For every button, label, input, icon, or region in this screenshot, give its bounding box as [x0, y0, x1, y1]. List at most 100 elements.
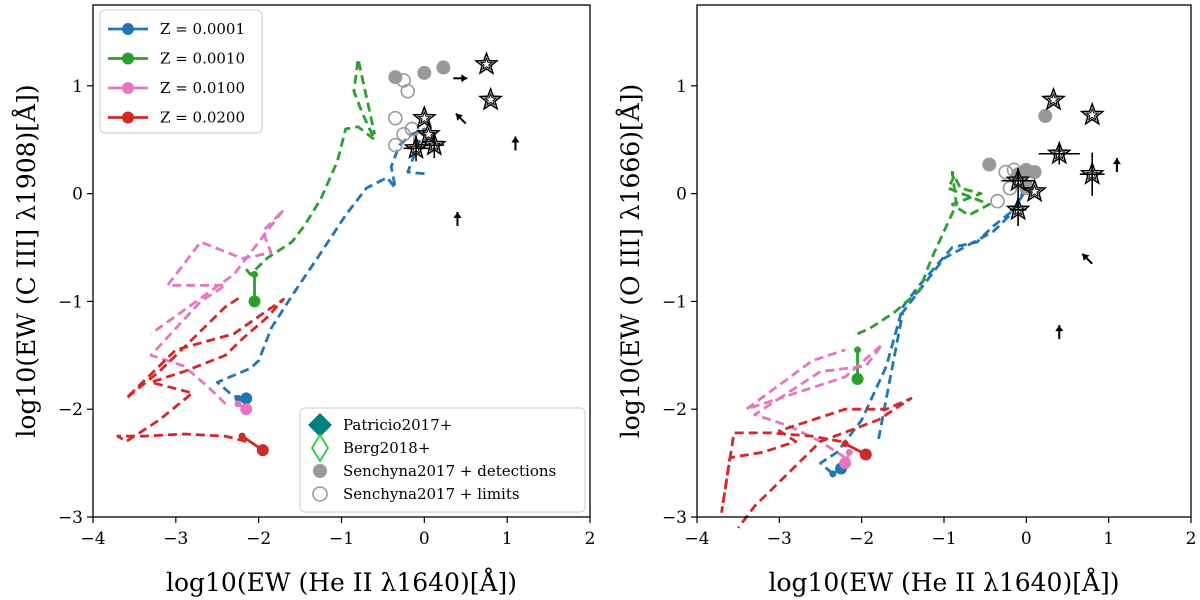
star-point-inner-5 — [1027, 184, 1042, 198]
legend-obs-label-2: Senchyna2017 + detections — [343, 462, 556, 480]
y-tick-label: 1 — [72, 77, 83, 97]
star-point-6 — [1005, 196, 1031, 221]
x-tick-label: −3 — [163, 529, 188, 549]
series-end-point-3 — [859, 448, 872, 461]
senchyna-limit-point-4 — [388, 137, 403, 153]
x-tick-label: 1 — [502, 529, 513, 549]
x-tick-label: 0 — [1021, 529, 1032, 549]
senchyna-detection-point-2 — [436, 60, 451, 75]
x-tick-label: −4 — [80, 529, 105, 549]
x-tick-label: −2 — [246, 529, 271, 549]
x-tick-label: 2 — [1186, 529, 1197, 549]
y-tick-label: −2 — [58, 400, 83, 420]
star-point-inner-1 — [483, 92, 498, 106]
y-tick-label: −2 — [662, 400, 687, 420]
limit-arrow-2 — [511, 136, 520, 151]
senchyna-limit-point-3 — [396, 127, 411, 142]
y-tick-label: 0 — [676, 185, 687, 205]
x-tick-label: 2 — [585, 529, 596, 549]
star-point-5 — [1022, 178, 1048, 203]
model-legend-box — [99, 9, 263, 134]
star-point-inner-1 — [1085, 107, 1100, 121]
star-point-inner-0 — [479, 56, 494, 71]
star-point-inner-4 — [408, 140, 424, 155]
star-point-inner-5 — [421, 126, 436, 141]
legend-marker-3 — [122, 111, 134, 124]
star-point-inner-3 — [1085, 166, 1100, 181]
star-point-5 — [415, 121, 441, 145]
limit-arrow-0 — [453, 74, 468, 83]
series-end-point-0 — [240, 392, 253, 405]
legend-obs-marker-3 — [312, 486, 328, 502]
series-line-0 — [215, 127, 429, 402]
series-line-3 — [720, 396, 913, 529]
star-point-inner-6 — [1011, 202, 1026, 216]
x-tick-label: −1 — [329, 529, 354, 549]
observation-legend-box — [299, 407, 586, 513]
limit-arrow-1-head — [455, 113, 463, 121]
limit-arrow-1-head — [1082, 253, 1090, 261]
x-tick-label: −3 — [767, 529, 792, 549]
senchyna-limit-point-1 — [400, 83, 416, 99]
limit-arrow-0 — [1112, 158, 1121, 173]
series-end-point-2 — [240, 403, 253, 416]
star-point-0 — [473, 51, 499, 75]
legend-obs-label-0: Patricio2017+ — [343, 416, 452, 434]
limit-arrow-3 — [453, 211, 462, 226]
legend-obs-marker-2 — [313, 464, 327, 478]
legend-label-2: Z = 0.0100 — [160, 79, 245, 97]
star-point-inner-3 — [427, 137, 442, 152]
y-tick-label: −1 — [662, 292, 687, 312]
limit-arrow-0-head — [461, 74, 468, 83]
plot-area — [116, 51, 520, 457]
x-tick-label: −2 — [849, 529, 874, 549]
limit-arrow-2-head — [1055, 325, 1064, 332]
limit-arrow-1 — [1081, 253, 1093, 265]
series-line-1 — [856, 170, 991, 336]
series-end-point-1 — [248, 295, 261, 308]
x-tick-label: 0 — [419, 529, 430, 549]
senchyna-limit-point-1 — [1002, 180, 1018, 196]
senchyna-detection-point-0 — [982, 157, 997, 172]
star-point-4 — [1005, 167, 1031, 192]
y-tick-label: −3 — [662, 508, 687, 528]
series-start-point-2 — [234, 400, 242, 408]
x-tick-label: −4 — [684, 529, 709, 549]
limit-arrow-0-head — [1112, 158, 1121, 165]
y-tick-label: 0 — [72, 185, 83, 205]
model-legend: Z = 0.0001 Z = 0.0010 Z = 0.0100 Z = 0.0200 — [99, 9, 263, 134]
series-line-2 — [149, 208, 285, 405]
star-point-3 — [1079, 161, 1105, 185]
series-line-3 — [116, 294, 285, 443]
star-point-1 — [478, 86, 504, 111]
x-axis-label: log10(EW (He II λ1640)[Å]) — [166, 567, 517, 597]
x-tick-label: −1 — [931, 529, 956, 549]
series-start-point-0 — [234, 394, 242, 402]
series-start-point-1 — [854, 346, 862, 354]
axes-frame — [696, 4, 1192, 518]
star-point-1 — [1079, 101, 1105, 126]
senchyna-detection-point-0 — [388, 70, 403, 85]
legend-marker-2 — [122, 82, 134, 94]
x-axis-label: log10(EW (He II λ1640)[Å]) — [768, 567, 1119, 597]
series-line-0 — [819, 181, 1032, 476]
legend-marker-1 — [122, 52, 134, 65]
legend-label-1: Z = 0.0010 — [160, 50, 245, 68]
limit-arrow-3-head — [453, 211, 462, 218]
star-point-3 — [421, 131, 447, 156]
y-axis-label: log10(EW (C III] λ1908)[Å]) — [11, 84, 41, 437]
series-start-point-1 — [251, 270, 259, 278]
observation-legend: Patricio2017+ Berg2018+ Senchyna2017 + det… — [299, 407, 586, 513]
star-point-inner-0 — [1046, 92, 1061, 106]
senchyna-detection-point-3 — [1027, 165, 1042, 180]
legend-obs-label-3: Senchyna2017 + limits — [343, 485, 520, 503]
series-line-2 — [745, 343, 884, 459]
senchyna-limit-point-5 — [404, 121, 420, 137]
legend-obs-label-1: Berg2018+ — [343, 439, 430, 457]
y-tick-label: 1 — [676, 77, 687, 97]
series-start-point-2 — [845, 448, 853, 456]
star-point-2 — [1046, 140, 1072, 165]
series-start-point-3 — [238, 432, 246, 440]
